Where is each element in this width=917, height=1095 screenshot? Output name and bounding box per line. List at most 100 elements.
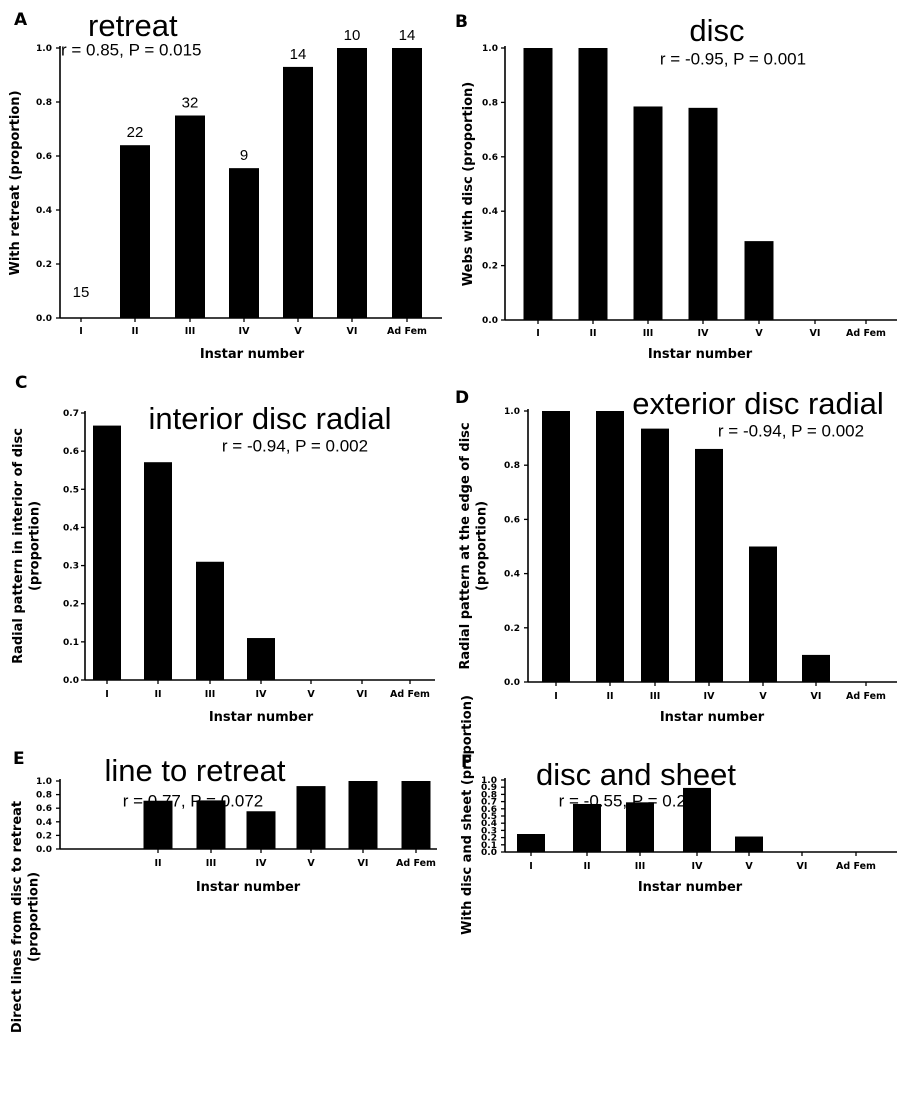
panel-stat: r = -0.94, P = 0.002 <box>718 421 864 440</box>
x-axis-label: Instar number <box>660 710 765 725</box>
bar-data-label: 14 <box>399 27 416 44</box>
x-tick-label: I <box>554 691 558 702</box>
x-tick-label: I <box>529 861 533 872</box>
y-axis-label: Direct lines from disc to retreat(propor… <box>10 801 41 1033</box>
y-tick-label: 0.6 <box>481 805 497 815</box>
x-tick-label: Ad Fem <box>390 689 430 700</box>
x-tick-label: Ad Fem <box>846 691 886 702</box>
x-tick-label: VI <box>811 691 822 702</box>
bar <box>517 834 545 852</box>
x-tick-label: I <box>79 326 83 337</box>
x-tick-label: IV <box>256 858 268 869</box>
y-tick-label: 0.1 <box>63 638 79 648</box>
y-tick-label: 1.0 <box>36 777 52 787</box>
bar <box>523 48 553 320</box>
y-tick-label: 0.6 <box>504 515 520 525</box>
y-tick-label: 0.8 <box>36 791 52 801</box>
panel-stat: r = -0.94, P = 0.002 <box>222 436 368 455</box>
y-tick-label: 0.0 <box>36 845 52 855</box>
y-tick-label: 0.7 <box>481 798 497 808</box>
y-tick-label: 0.3 <box>63 562 79 572</box>
y-tick-label: 0.2 <box>36 260 52 270</box>
bar <box>296 786 326 849</box>
y-tick-label: 0.6 <box>482 153 498 163</box>
x-tick-label: VI <box>357 689 368 700</box>
bar-data-label: 15 <box>73 284 90 301</box>
y-tick-label: 0.6 <box>36 804 52 814</box>
x-tick-label: VI <box>797 861 808 872</box>
bar <box>120 145 150 318</box>
bar <box>337 48 367 318</box>
y-tick-label: 0.8 <box>504 461 520 471</box>
y-tick-label: 0.6 <box>36 152 52 162</box>
x-tick-label: IV <box>698 328 710 339</box>
bar <box>641 428 669 682</box>
bar <box>144 462 172 680</box>
x-tick-label: III <box>635 861 646 872</box>
y-tick-label: 0.0 <box>504 678 520 688</box>
y-tick-label: 0.8 <box>36 98 52 108</box>
y-axis-label: Webs with disc (proportion) <box>461 82 476 287</box>
x-tick-label: IV <box>704 691 716 702</box>
x-tick-label: V <box>755 328 763 339</box>
y-tick-label: 1.0 <box>481 776 497 786</box>
y-tick-label: 0.4 <box>482 207 498 217</box>
panel-title: disc <box>689 13 744 48</box>
panel-title: interior disc radial <box>149 401 392 436</box>
bar <box>143 800 173 849</box>
bar-data-label: 14 <box>290 46 307 63</box>
x-tick-label: Ad Fem <box>846 328 886 339</box>
panel-letter: B <box>455 12 468 32</box>
y-tick-label: 0.4 <box>504 570 520 580</box>
bar <box>196 800 226 849</box>
x-tick-label: V <box>759 691 767 702</box>
bar <box>626 802 654 852</box>
panel-letter: F <box>461 752 473 772</box>
x-tick-label: III <box>205 689 216 700</box>
panel-stat: r = -0.95, P = 0.001 <box>660 49 806 68</box>
y-tick-label: 0.0 <box>481 848 497 858</box>
bar <box>744 241 774 320</box>
panel-letter: C <box>15 373 27 393</box>
y-tick-label: 0.5 <box>481 812 497 822</box>
bar <box>578 48 608 320</box>
panel-title: line to retreat <box>105 753 286 788</box>
y-axis-label: With disc and sheet (proportion) <box>460 695 475 935</box>
bar-data-label: 22 <box>127 124 144 141</box>
bar-data-label: 9 <box>240 147 248 164</box>
y-tick-label: 0.9 <box>481 783 497 793</box>
x-tick-label: II <box>589 328 596 339</box>
bar <box>246 811 276 849</box>
x-axis-label: Instar number <box>209 710 314 725</box>
bar-data-label: 32 <box>182 95 199 112</box>
y-tick-label: 1.0 <box>504 407 520 417</box>
y-tick-label: 0.0 <box>482 316 498 326</box>
x-tick-label: II <box>154 858 161 869</box>
y-tick-label: 0.8 <box>481 790 497 800</box>
bar <box>93 425 121 680</box>
panel-stat: r = 0.85, P = 0.015 <box>61 40 202 59</box>
x-tick-label: II <box>131 326 138 337</box>
x-tick-label: V <box>307 858 315 869</box>
y-tick-label: 0.0 <box>63 676 79 686</box>
bar <box>392 48 422 318</box>
panel-letter: A <box>14 10 28 30</box>
y-tick-label: 0.3 <box>481 826 497 836</box>
x-tick-label: IV <box>239 326 251 337</box>
bar <box>283 66 313 319</box>
y-tick-label: 0.5 <box>63 485 79 495</box>
bar-data-label: 10 <box>344 27 361 44</box>
bar <box>633 106 663 320</box>
x-axis-label: Instar number <box>648 347 753 362</box>
x-tick-label: III <box>650 691 661 702</box>
panel-title: disc and sheet <box>536 757 736 792</box>
x-axis-label: Instar number <box>638 880 743 895</box>
y-tick-label: 0.6 <box>63 447 79 457</box>
